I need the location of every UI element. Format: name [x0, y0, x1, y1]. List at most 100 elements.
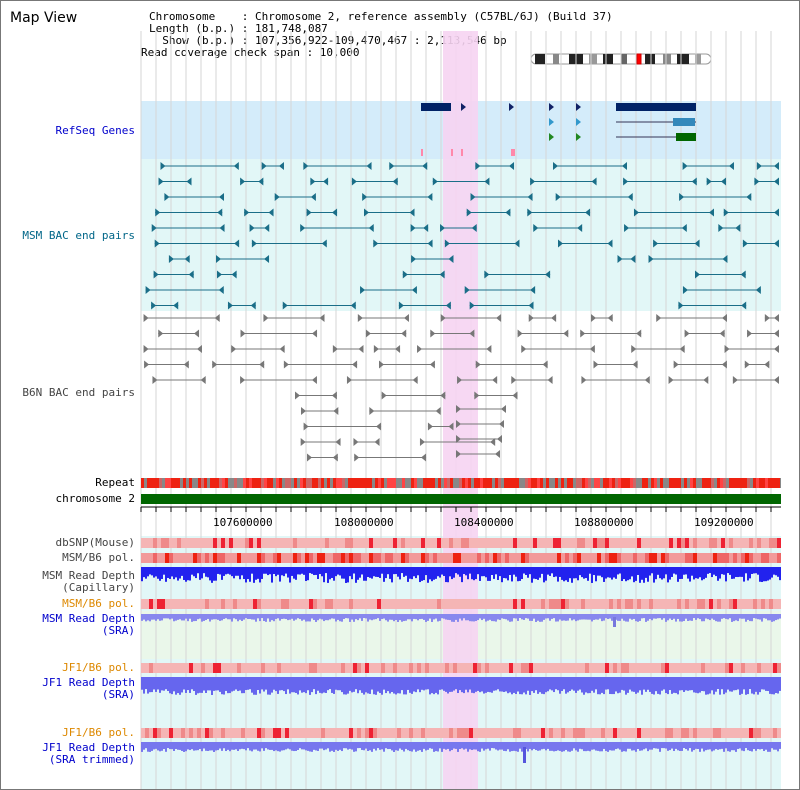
polymorphism-cell[interactable]: [717, 599, 721, 609]
depth-bar[interactable]: [501, 677, 503, 692]
polymorphism-cell[interactable]: [541, 553, 545, 563]
depth-bar[interactable]: [739, 677, 741, 695]
depth-bar[interactable]: [683, 742, 685, 749]
repeat-element[interactable]: [543, 478, 546, 488]
polymorphism-cell[interactable]: [357, 599, 361, 609]
depth-bar[interactable]: [141, 677, 143, 690]
depth-bar[interactable]: [551, 677, 553, 691]
depth-bar[interactable]: [293, 742, 295, 752]
depth-bar[interactable]: [413, 614, 415, 619]
polymorphism-cell[interactable]: [709, 553, 713, 563]
polymorphism-cell[interactable]: [445, 553, 449, 563]
repeat-element[interactable]: [291, 478, 294, 488]
depth-bar[interactable]: [319, 567, 321, 575]
polymorphism-cell[interactable]: [625, 553, 629, 563]
repeat-element[interactable]: [558, 478, 561, 488]
repeat-element[interactable]: [423, 478, 426, 488]
bac-end-arrow[interactable]: [456, 450, 461, 458]
polymorphism-cell[interactable]: [753, 728, 757, 738]
polymorphism-cell[interactable]: [269, 538, 273, 548]
polymorphism-cell[interactable]: [697, 599, 701, 609]
polymorphism-cell[interactable]: [709, 599, 713, 609]
depth-bar[interactable]: [571, 614, 573, 621]
depth-bar[interactable]: [459, 677, 461, 691]
depth-bar[interactable]: [299, 567, 301, 575]
depth-bar[interactable]: [197, 567, 199, 574]
repeat-element[interactable]: [747, 478, 750, 488]
polymorphism-cell[interactable]: [429, 553, 433, 563]
depth-bar[interactable]: [515, 614, 517, 619]
polymorphism-cell[interactable]: [265, 553, 269, 563]
polymorphism-cell[interactable]: [729, 728, 733, 738]
polymorphism-cell[interactable]: [745, 663, 749, 673]
depth-bar[interactable]: [631, 742, 633, 751]
polymorphism-cell[interactable]: [193, 538, 197, 548]
depth-bar[interactable]: [421, 677, 423, 690]
polymorphism-cell[interactable]: [509, 599, 513, 609]
depth-bar[interactable]: [699, 567, 701, 578]
polymorphism-cell[interactable]: [157, 599, 161, 609]
depth-bar[interactable]: [471, 677, 473, 693]
depth-bar[interactable]: [141, 567, 143, 582]
bac-end-arrow[interactable]: [200, 376, 206, 384]
depth-bar[interactable]: [167, 567, 169, 578]
depth-bar[interactable]: [769, 677, 771, 694]
polymorphism-cell[interactable]: [325, 663, 329, 673]
depth-bar[interactable]: [663, 742, 665, 749]
polymorphism-cell[interactable]: [597, 663, 601, 673]
depth-bar[interactable]: [217, 567, 219, 574]
polymorphism-cell[interactable]: [617, 553, 621, 563]
polymorphism-cell[interactable]: [357, 663, 361, 673]
repeat-element[interactable]: [411, 478, 414, 488]
repeat-element[interactable]: [375, 478, 378, 488]
depth-bar[interactable]: [583, 567, 585, 579]
polymorphism-cell[interactable]: [513, 663, 517, 673]
depth-bar[interactable]: [409, 614, 411, 620]
depth-bar[interactable]: [779, 742, 781, 749]
depth-bar[interactable]: [423, 677, 425, 691]
depth-bar[interactable]: [535, 614, 537, 622]
depth-bar[interactable]: [211, 742, 213, 751]
depth-bar[interactable]: [301, 677, 303, 693]
depth-bar[interactable]: [241, 677, 243, 694]
depth-bar[interactable]: [325, 742, 327, 750]
polymorphism-cell[interactable]: [645, 553, 649, 563]
polymorphism-cell[interactable]: [589, 599, 593, 609]
polymorphism-cell[interactable]: [629, 728, 633, 738]
polymorphism-cell[interactable]: [389, 538, 393, 548]
depth-bar[interactable]: [705, 614, 707, 619]
polymorphism-cell[interactable]: [329, 728, 333, 738]
bac-end-arrow[interactable]: [499, 420, 504, 428]
repeat-element[interactable]: [492, 478, 495, 488]
depth-bar[interactable]: [279, 567, 281, 582]
polymorphism-cell[interactable]: [413, 728, 417, 738]
bac-end-arrow[interactable]: [411, 286, 417, 294]
depth-bar[interactable]: [573, 567, 575, 579]
polymorphism-cell[interactable]: [477, 663, 481, 673]
polymorphism-cell[interactable]: [153, 663, 157, 673]
polymorphism-cell[interactable]: [237, 538, 241, 548]
depth-bar[interactable]: [187, 742, 189, 750]
depth-bar[interactable]: [721, 742, 723, 749]
depth-bar[interactable]: [251, 677, 253, 693]
depth-bar[interactable]: [567, 567, 569, 582]
polymorphism-cell[interactable]: [745, 538, 749, 548]
depth-bar[interactable]: [483, 742, 485, 751]
polymorphism-cell[interactable]: [281, 553, 285, 563]
depth-bar[interactable]: [447, 677, 449, 694]
depth-bar[interactable]: [709, 614, 711, 621]
bac-end-arrow[interactable]: [216, 270, 222, 279]
depth-bar[interactable]: [483, 567, 485, 577]
depth-bar[interactable]: [581, 677, 583, 693]
bac-end-arrow[interactable]: [530, 177, 536, 186]
repeat-track[interactable]: [141, 478, 783, 488]
depth-bar[interactable]: [761, 677, 763, 690]
polymorphism-cell[interactable]: [309, 663, 313, 673]
depth-bar[interactable]: [595, 677, 597, 690]
polymorphism-cell[interactable]: [653, 728, 657, 738]
repeat-element[interactable]: [462, 478, 465, 488]
depth-bar[interactable]: [639, 677, 641, 691]
polymorphism-cell[interactable]: [229, 663, 233, 673]
polymorphism-cell[interactable]: [573, 663, 577, 673]
depth-bar[interactable]: [225, 742, 227, 752]
